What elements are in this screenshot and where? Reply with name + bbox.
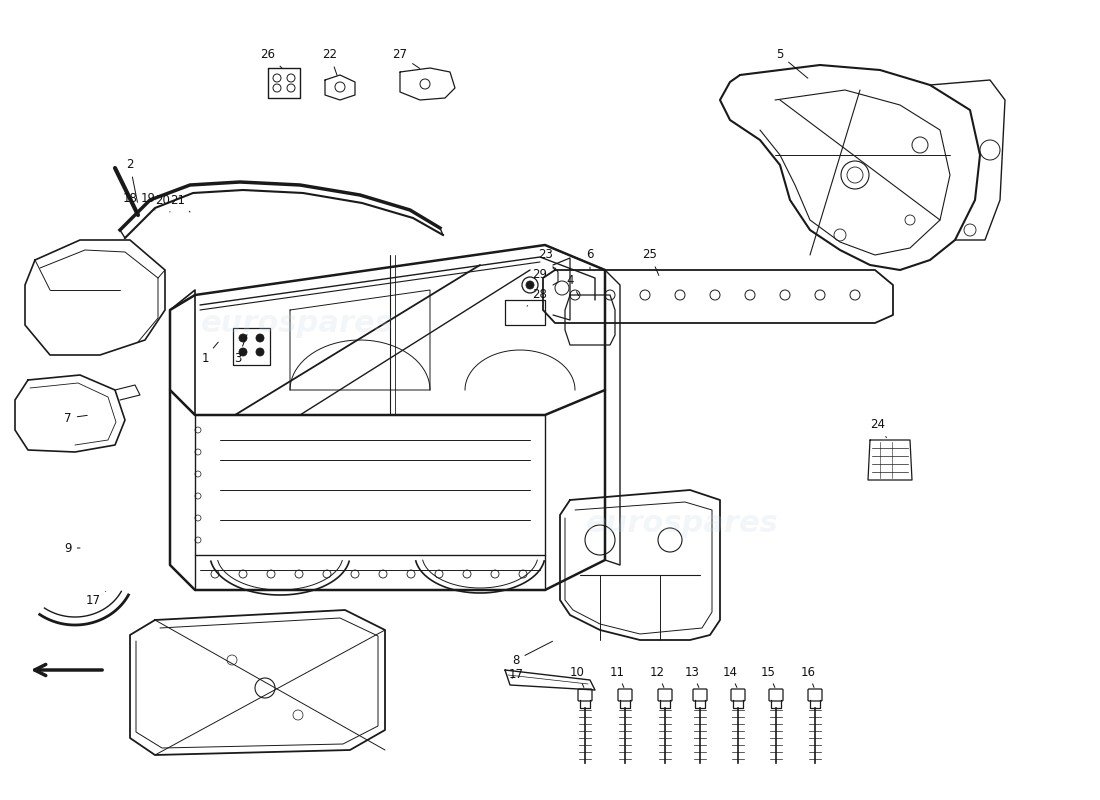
FancyBboxPatch shape (732, 689, 745, 701)
Text: 29: 29 (531, 269, 548, 286)
Text: 4: 4 (566, 274, 579, 295)
Text: 22: 22 (322, 49, 338, 75)
Circle shape (526, 281, 534, 289)
Text: 13: 13 (684, 666, 700, 687)
Text: 18: 18 (122, 191, 138, 213)
Text: 21: 21 (170, 194, 190, 212)
Text: 20: 20 (155, 194, 170, 212)
Text: 12: 12 (649, 666, 664, 687)
Text: 9: 9 (64, 542, 80, 554)
Text: 26: 26 (261, 49, 282, 68)
Text: 24: 24 (870, 418, 887, 438)
Text: 7: 7 (64, 411, 87, 425)
Text: 16: 16 (801, 666, 815, 687)
Text: 27: 27 (393, 49, 420, 69)
Circle shape (256, 334, 264, 342)
Text: 2: 2 (126, 158, 138, 202)
Text: 5: 5 (777, 49, 807, 78)
FancyBboxPatch shape (808, 689, 822, 701)
Text: 23: 23 (539, 249, 554, 270)
Text: 25: 25 (642, 249, 659, 275)
Text: 10: 10 (570, 666, 584, 687)
Text: 8: 8 (513, 642, 552, 666)
Text: 19: 19 (141, 191, 155, 210)
FancyBboxPatch shape (658, 689, 672, 701)
Text: 17: 17 (86, 591, 106, 606)
Circle shape (239, 334, 248, 342)
Text: 14: 14 (723, 666, 737, 687)
FancyBboxPatch shape (693, 689, 707, 701)
Circle shape (239, 348, 248, 356)
Text: 15: 15 (760, 666, 775, 687)
Text: 17: 17 (508, 669, 524, 682)
FancyBboxPatch shape (618, 689, 632, 701)
FancyBboxPatch shape (769, 689, 783, 701)
Text: 11: 11 (609, 666, 625, 687)
Text: 6: 6 (586, 249, 594, 270)
Text: eurospares: eurospares (200, 310, 394, 338)
Text: 1: 1 (201, 342, 218, 365)
FancyBboxPatch shape (578, 689, 592, 701)
Text: eurospares: eurospares (585, 510, 779, 538)
Circle shape (256, 348, 264, 356)
Text: 28: 28 (527, 289, 548, 306)
Text: 3: 3 (234, 334, 248, 365)
